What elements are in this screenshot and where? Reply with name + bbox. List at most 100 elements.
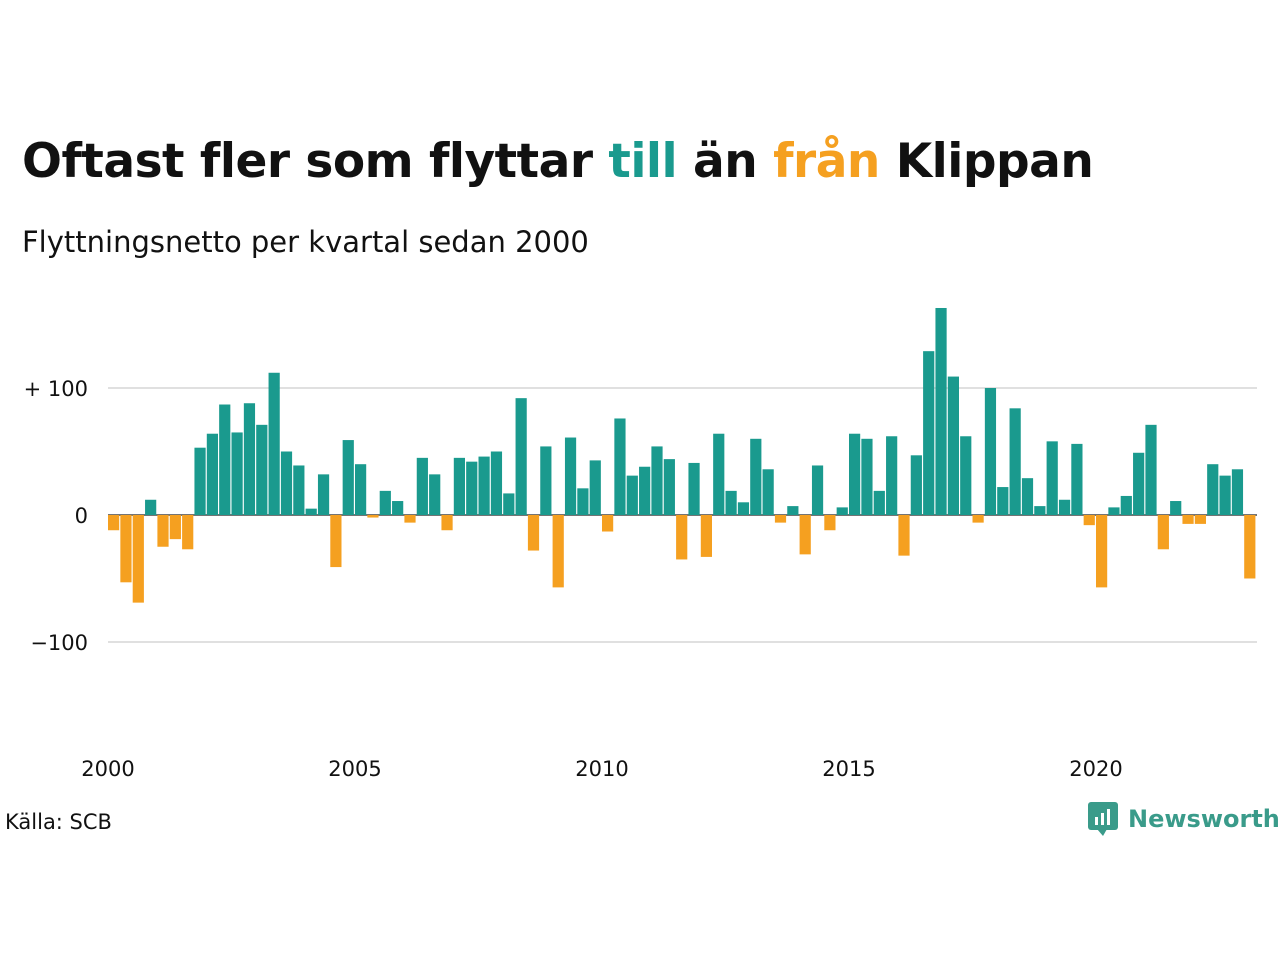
bar-positive (1058, 499, 1071, 515)
bar-positive (379, 490, 391, 515)
bar-positive (787, 506, 799, 515)
y-tick-label: −100 (30, 631, 88, 655)
newsworthy-logo[interactable]: Newsworthy (1088, 802, 1280, 836)
bar-positive (453, 457, 465, 515)
bar-positive (194, 447, 206, 515)
bar-positive (231, 432, 243, 515)
bar-positive (243, 403, 256, 515)
bar-negative (367, 515, 379, 518)
bar-positive (1207, 464, 1219, 515)
x-tick-label: 2005 (328, 757, 381, 781)
bar-positive (206, 433, 218, 515)
bar-positive (317, 474, 330, 515)
bar-negative (441, 515, 453, 531)
bar-positive (515, 398, 527, 515)
x-tick-label: 2020 (1069, 757, 1122, 781)
bar-negative (527, 515, 540, 551)
bar-positive (923, 351, 935, 515)
bar-negative (169, 515, 181, 540)
bar-positive (861, 438, 873, 515)
bar-positive (725, 490, 737, 515)
bar-positive (1145, 424, 1157, 515)
chart-subtitle: Flyttningsnetto per kvartal sedan 2000 (22, 225, 589, 259)
bar-positive (342, 440, 354, 515)
bar-positive (663, 459, 675, 515)
bar-positive (614, 418, 626, 515)
bar-chart: + 100 0 −100 2000 2005 2010 2015 2020 (24, 307, 1257, 781)
x-tick-label: 2010 (575, 757, 628, 781)
bar-positive (577, 488, 589, 515)
bar-positive (392, 501, 404, 515)
bar-positive (293, 465, 305, 515)
bar-positive (564, 437, 577, 515)
y-axis: + 100 0 −100 (24, 377, 88, 655)
newsworthy-logo-text: Newsworthy (1128, 805, 1280, 833)
bar-positive (355, 464, 367, 515)
bar-positive (1133, 452, 1145, 515)
bar-positive (713, 433, 725, 515)
title-highlight-negative: från (773, 134, 880, 189)
bar-positive (737, 502, 750, 515)
x-tick-label: 2015 (822, 757, 875, 781)
bar-negative (676, 515, 688, 560)
bar-positive (762, 469, 774, 515)
bar-positive (750, 438, 762, 515)
bar-positive (849, 433, 861, 515)
bar-positive (416, 457, 428, 515)
bar-negative (132, 515, 144, 603)
chart-title: Oftast fler som flyttar till än från Kli… (22, 132, 1094, 192)
bar-positive (947, 376, 959, 515)
bar-negative (824, 515, 836, 531)
bar-positive (984, 388, 997, 515)
bar-positive (960, 436, 972, 515)
bar-negative (404, 515, 416, 523)
x-tick-label: 2000 (81, 757, 134, 781)
bar-negative (120, 515, 132, 583)
bar-negative (182, 515, 194, 550)
bar-positive (1021, 478, 1034, 515)
bar-positive (589, 460, 601, 515)
bar-positive (1034, 506, 1046, 515)
bar-positive (1071, 443, 1083, 515)
bar-positive (256, 424, 268, 515)
newsworthy-logo-icon (1088, 802, 1118, 836)
bar-negative (1096, 515, 1108, 588)
bar-negative (1194, 515, 1206, 524)
bar-positive (1231, 469, 1244, 515)
bar-positive (145, 499, 157, 515)
bar-positive (836, 507, 848, 515)
x-axis: 2000 2005 2010 2015 2020 (81, 757, 1122, 781)
bar-positive (886, 436, 898, 515)
bar-positive (873, 490, 885, 515)
source-note: Källa: SCB (5, 810, 112, 834)
bar-positive (651, 446, 663, 515)
bar-positive (219, 404, 231, 515)
bar-positive (1108, 507, 1120, 515)
bar-positive (268, 372, 280, 515)
bar-negative (1083, 515, 1095, 526)
bar-negative (972, 515, 984, 523)
bar-positive (688, 462, 700, 515)
bar-positive (478, 456, 490, 515)
bar-negative (1182, 515, 1194, 524)
bar-negative (552, 515, 564, 588)
bar-negative (1157, 515, 1169, 550)
title-part-2: än (677, 134, 774, 189)
bar-negative (898, 515, 910, 556)
bar-negative (700, 515, 712, 557)
bar-negative (1244, 515, 1256, 579)
bar-positive (935, 307, 947, 515)
bar-positive (540, 446, 552, 515)
bar-negative (799, 515, 811, 555)
bar-positive (910, 455, 922, 515)
bar-negative (602, 515, 614, 532)
bar-negative (774, 515, 787, 523)
bar-positive (811, 465, 824, 515)
y-tick-label: + 100 (24, 377, 88, 401)
title-part-3: Klippan (879, 134, 1094, 189)
title-part-1: Oftast fler som flyttar (22, 134, 609, 189)
bar-positive (490, 451, 503, 515)
title-highlight-positive: till (608, 134, 678, 189)
bar-positive (626, 475, 638, 515)
bar-positive (1009, 408, 1021, 515)
